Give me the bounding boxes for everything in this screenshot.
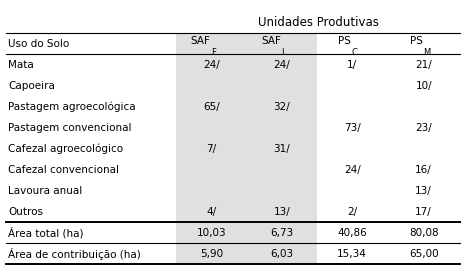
Text: Outros: Outros <box>8 207 43 217</box>
Text: 10/: 10/ <box>415 81 432 91</box>
Text: 21/: 21/ <box>415 60 432 70</box>
Text: Mata: Mata <box>8 60 34 70</box>
Text: SAF: SAF <box>191 36 211 46</box>
Text: 13/: 13/ <box>274 207 290 217</box>
Bar <box>247 33 317 264</box>
Text: 13/: 13/ <box>415 186 432 196</box>
Text: 10,03: 10,03 <box>197 228 226 238</box>
Text: PS: PS <box>338 36 351 46</box>
Text: Pastagem convencional: Pastagem convencional <box>8 123 132 133</box>
Text: 15,34: 15,34 <box>337 249 367 259</box>
Text: 5,90: 5,90 <box>200 249 223 259</box>
Text: F: F <box>211 48 216 56</box>
Text: Pastagem agroecológica: Pastagem agroecológica <box>8 102 136 112</box>
Bar <box>176 33 247 264</box>
Text: 24/: 24/ <box>203 60 220 70</box>
Text: 2/: 2/ <box>347 207 357 217</box>
Text: Lavoura anual: Lavoura anual <box>8 186 82 196</box>
Text: Capoeira: Capoeira <box>8 81 55 91</box>
Text: 6,73: 6,73 <box>270 228 294 238</box>
Text: 40,86: 40,86 <box>337 228 367 238</box>
Text: 7/: 7/ <box>206 144 217 154</box>
Text: L: L <box>281 48 286 56</box>
Text: 80,08: 80,08 <box>409 228 439 238</box>
Text: SAF: SAF <box>261 36 281 46</box>
Text: Uso do Solo: Uso do Solo <box>8 39 69 49</box>
Text: Área de contribuição (ha): Área de contribuição (ha) <box>8 248 141 260</box>
Text: C: C <box>352 48 357 56</box>
Text: 31/: 31/ <box>274 144 290 154</box>
Text: M: M <box>423 48 431 56</box>
Text: Cafezal agroecológico: Cafezal agroecológico <box>8 144 123 154</box>
Text: 17/: 17/ <box>415 207 432 217</box>
Text: Área total (ha): Área total (ha) <box>8 227 84 239</box>
Text: Cafezal convencional: Cafezal convencional <box>8 165 119 175</box>
Text: 16/: 16/ <box>415 165 432 175</box>
Text: 24/: 24/ <box>274 60 290 70</box>
Text: 6,03: 6,03 <box>270 249 294 259</box>
Text: 1/: 1/ <box>347 60 357 70</box>
Text: 4/: 4/ <box>206 207 217 217</box>
Text: Unidades Produtivas: Unidades Produtivas <box>258 16 378 29</box>
Text: PS: PS <box>410 36 423 46</box>
Text: 24/: 24/ <box>344 165 361 175</box>
Text: 73/: 73/ <box>344 123 361 133</box>
Text: 23/: 23/ <box>415 123 432 133</box>
Text: 32/: 32/ <box>274 102 290 112</box>
Text: 65/: 65/ <box>203 102 220 112</box>
Text: 65,00: 65,00 <box>409 249 439 259</box>
